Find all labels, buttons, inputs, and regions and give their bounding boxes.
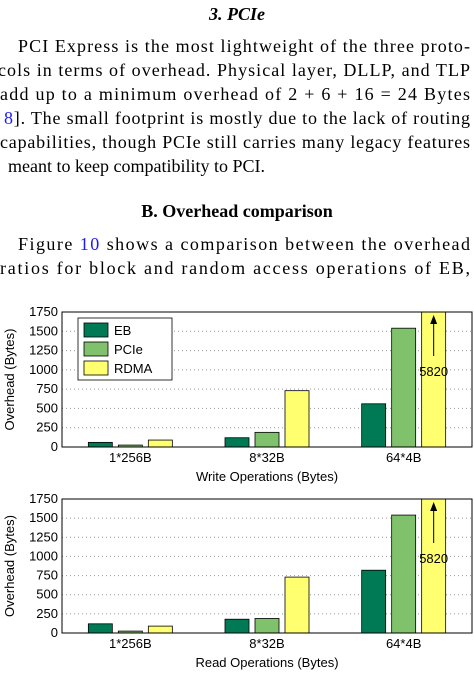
x-tick-label: 1*256B <box>109 636 152 651</box>
y-axis-label: Overhead (Bytes) <box>2 329 17 431</box>
citation[interactable]: 8 <box>4 108 13 128</box>
y-tick-label: 1500 <box>29 510 58 525</box>
text-line: meant to keep compatibility to PCI. <box>8 156 265 176</box>
y-tick-label: 0 <box>51 625 58 640</box>
arrow-head <box>430 502 438 511</box>
text-line: Figure 10 shows a comparison between the… <box>18 234 470 254</box>
bars <box>87 499 447 633</box>
x-tick-label: 8*32B <box>249 450 284 465</box>
bar <box>224 618 250 633</box>
y-tick-label: 750 <box>36 381 58 396</box>
bar <box>284 576 310 633</box>
bar <box>87 441 113 447</box>
text-line: ratios for block and random access opera… <box>0 258 470 278</box>
bar <box>87 623 113 633</box>
text-line: capabilities, though PCIe still carries … <box>0 132 470 152</box>
y-axis-label: Overhead (Bytes) <box>2 515 17 617</box>
plot-frame <box>61 311 473 448</box>
bar <box>361 569 387 633</box>
chart: 0 250 500 750 1000 1250 1500 1750 1*256B 8*32B 64*… <box>2 491 473 670</box>
x-tick-label: 64*4B <box>386 636 421 651</box>
x-axis-label: Read Operations (Bytes) <box>195 655 338 670</box>
bar <box>391 514 417 633</box>
y-tick-label: 1250 <box>29 529 58 544</box>
legend-label: EB <box>114 323 131 338</box>
chart: 0 250 500 750 1000 1250 1500 1750 1*256B 8*32B 64*… <box>2 304 473 484</box>
bars <box>87 312 447 447</box>
text-line: PCI Express is the most lightweight of t… <box>18 36 470 56</box>
data-label: 5820 <box>419 364 448 379</box>
section-title: B. Overhead comparison <box>141 201 333 221</box>
legend-swatch <box>83 322 109 338</box>
legend-label: PCIe <box>114 342 143 357</box>
x-axis-label: Write Operations (Bytes) <box>196 469 338 484</box>
y-tick-label: 1000 <box>29 362 58 377</box>
x-tick-label: 8*32B <box>249 636 284 651</box>
y-tick-label: 250 <box>36 420 58 435</box>
bar <box>147 625 173 633</box>
text-span: Figure <box>18 234 72 254</box>
bar <box>117 444 143 447</box>
text-line: add up to a minimum overhead of 2 + 6 + … <box>0 84 470 104</box>
bar <box>254 618 280 633</box>
bar <box>391 327 417 447</box>
y-tick-label: 0 <box>51 439 58 454</box>
figure-ref[interactable]: 10 <box>80 234 99 254</box>
y-tick-label: 250 <box>36 606 58 621</box>
y-tick-label: 750 <box>36 568 58 583</box>
text-line: 8]. The small footprint is mostly due to… <box>4 108 470 128</box>
legend-swatch <box>83 360 109 376</box>
bar <box>254 431 280 447</box>
bar <box>284 390 310 447</box>
arrow-head <box>430 315 438 324</box>
bar <box>361 403 387 447</box>
text-span: shows a comparison between the overhead <box>107 234 470 254</box>
x-tick-label: 64*4B <box>386 450 421 465</box>
text-line: cols in terms of overhead. Physical laye… <box>0 60 470 80</box>
y-tick-label: 1000 <box>29 548 58 563</box>
data-label: 5820 <box>419 551 448 566</box>
y-tick-label: 1250 <box>29 343 58 358</box>
subsection-title: 3. PCIe <box>208 4 265 24</box>
x-tick-label: 1*256B <box>109 450 152 465</box>
text-span: ]. The small footprint is mostly due to … <box>14 108 470 128</box>
plot-frame <box>61 498 473 634</box>
y-tick-label: 1500 <box>29 323 58 338</box>
bar <box>147 439 173 447</box>
legend-label: RDMA <box>114 361 153 376</box>
y-tick-label: 500 <box>36 400 58 415</box>
y-tick-label: 500 <box>36 587 58 602</box>
y-tick-label: 1750 <box>29 304 58 319</box>
legend-swatch <box>83 341 109 357</box>
y-tick-label: 1750 <box>29 491 58 506</box>
bar <box>224 437 250 447</box>
